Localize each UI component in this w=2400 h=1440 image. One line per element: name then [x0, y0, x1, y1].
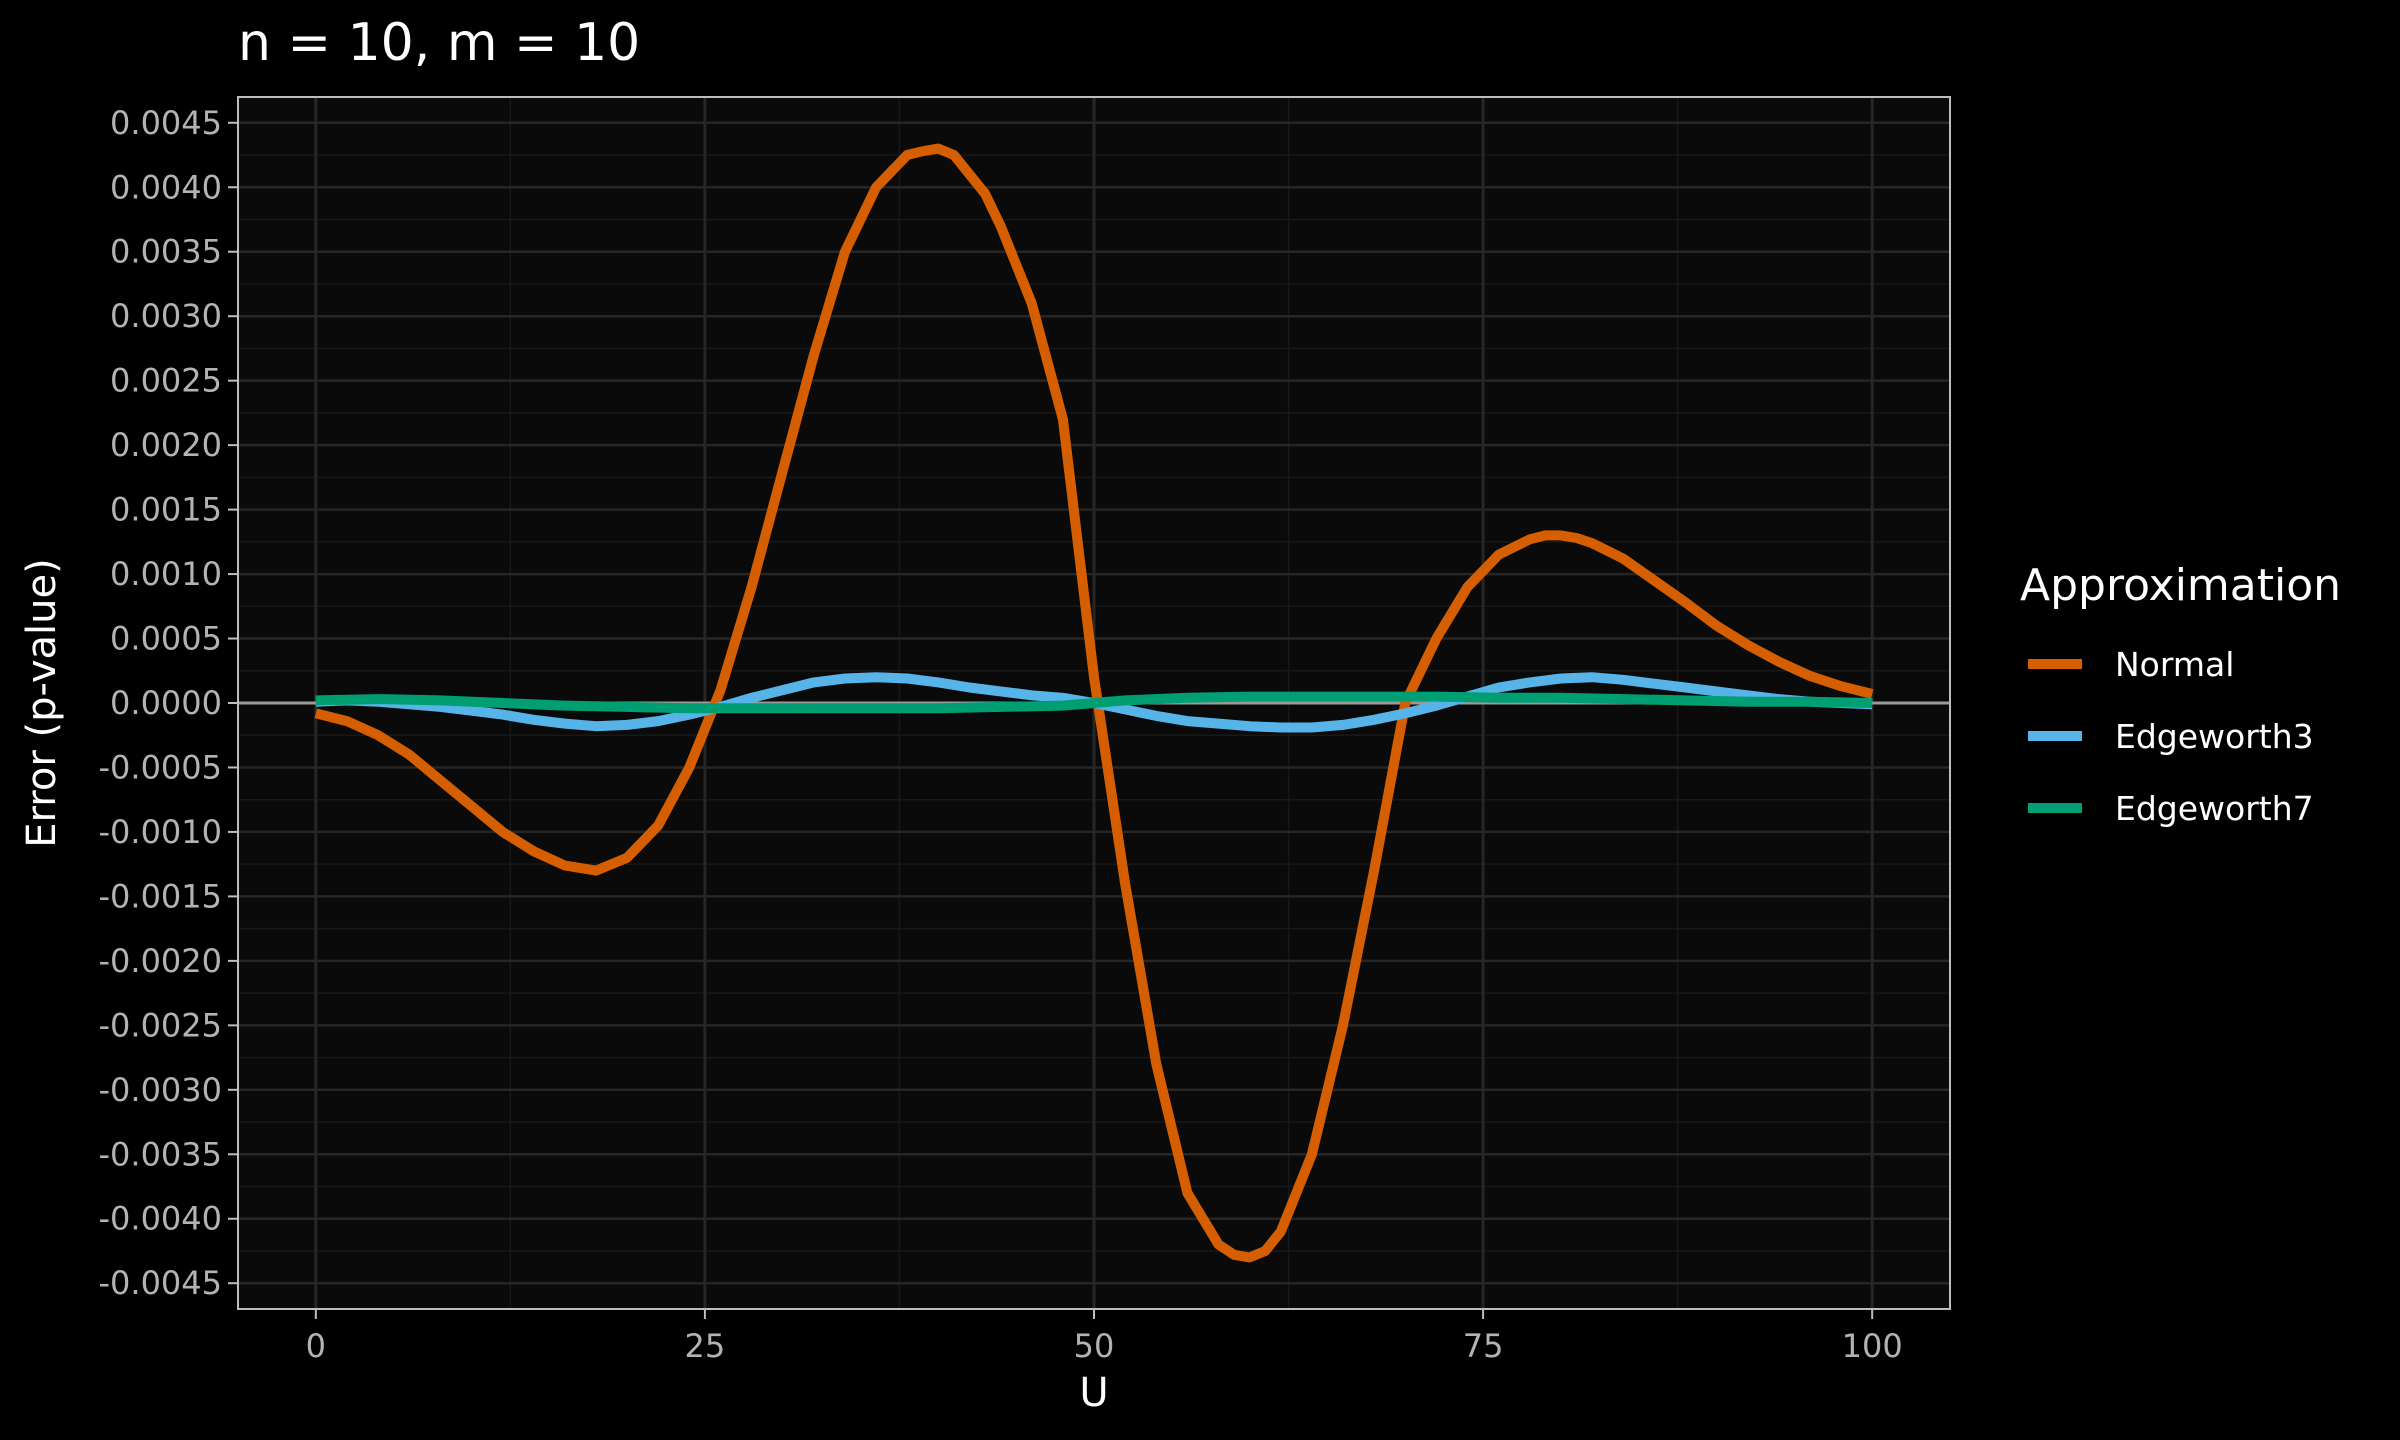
y-tick-label-15: -0.0030 [98, 1071, 222, 1109]
y-tick-label-2: 0.0035 [110, 233, 222, 271]
y-tick-label-4: 0.0025 [110, 362, 222, 400]
x-tick-label-0: 0 [306, 1327, 326, 1365]
y-tick-label-12: -0.0015 [98, 877, 222, 915]
y-tick-label-18: -0.0045 [98, 1264, 222, 1302]
y-tick-label-0: 0.0045 [110, 104, 222, 142]
y-tick-label-9: 0.0000 [110, 684, 222, 722]
y-tick-label-6: 0.0015 [110, 491, 222, 529]
x-tick-label-2: 50 [1074, 1327, 1115, 1365]
chart-title: n = 10, m = 10 [238, 13, 640, 73]
y-tick-label-11: -0.0010 [98, 813, 222, 851]
legend-title: Approximation [2020, 560, 2341, 611]
x-axis: 0 25 50 75 100 [306, 1309, 1903, 1365]
x-axis-title: U [1079, 1370, 1108, 1416]
y-tick-label-17: -0.0040 [98, 1200, 222, 1238]
y-tick-label-8: 0.0005 [110, 620, 222, 658]
series-line-normal [314, 143, 1874, 1263]
series-layer [314, 143, 1874, 1263]
y-tick-label-13: -0.0020 [98, 942, 222, 980]
y-axis: 0.0045 0.0040 0.0035 0.0030 0.0025 0.0020 0.00… [98, 104, 238, 1302]
y-tick-label-14: -0.0025 [98, 1006, 222, 1044]
legend-label-edgeworth3: Edgeworth3 [2115, 717, 2314, 756]
legend: Approximation Normal Edgeworth3 Edgeworth7 [2020, 560, 2341, 828]
x-tick-label-4: 100 [1842, 1327, 1903, 1365]
series-line-edgeworth7 [315, 691, 1873, 714]
y-tick-label-5: 0.0020 [110, 426, 222, 464]
y-axis-title: Error (p-value) [19, 558, 65, 847]
y-tick-label-3: 0.0030 [110, 297, 222, 335]
y-tick-label-7: 0.0010 [110, 555, 222, 593]
legend-label-normal: Normal [2115, 645, 2234, 684]
y-tick-label-1: 0.0040 [110, 168, 222, 206]
y-tick-label-10: -0.0005 [98, 748, 222, 786]
x-tick-label-3: 75 [1463, 1327, 1504, 1365]
x-tick-label-1: 25 [685, 1327, 726, 1365]
y-tick-label-16: -0.0035 [98, 1135, 222, 1173]
legend-label-edgeworth7: Edgeworth7 [2115, 789, 2314, 828]
